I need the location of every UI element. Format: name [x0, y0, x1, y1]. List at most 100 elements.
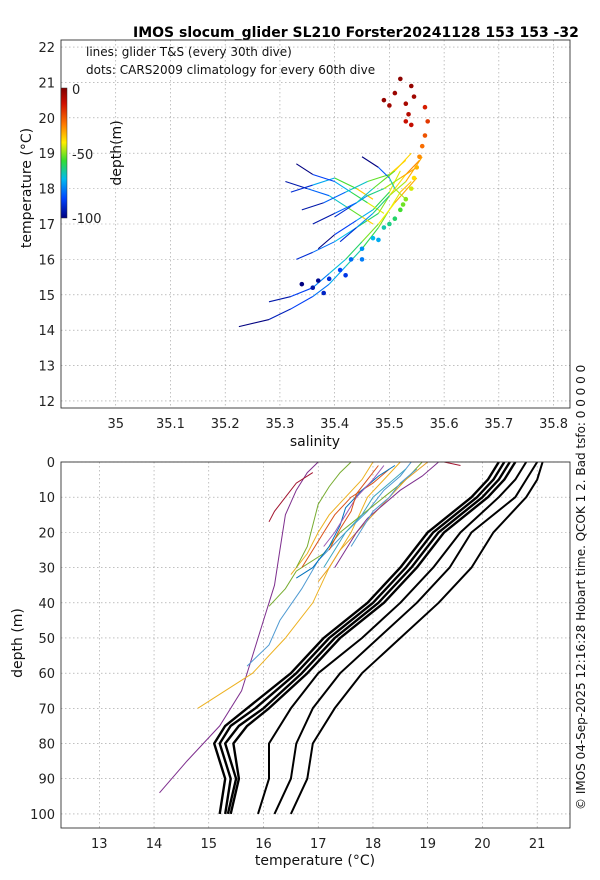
profile-glider-line: [268, 472, 314, 523]
profile-x-tick-label: 17: [310, 837, 327, 852]
ts-glider-segment: [372, 191, 390, 211]
ts-climatology-point: [376, 237, 381, 243]
ts-glider-segment: [394, 188, 407, 200]
ts-x-axis-label: salinity: [290, 434, 340, 450]
ts-climatology-point: [359, 257, 365, 262]
profile-x-tick-label: 15: [201, 837, 218, 852]
ts-glider-segment: [312, 177, 335, 186]
ts-glider-segment: [268, 308, 292, 321]
ts-climatology-point: [408, 122, 414, 128]
ts-y-tick-label: 13: [38, 360, 55, 375]
ts-glider-segment: [405, 159, 420, 175]
profile-y-tick-label: 90: [38, 773, 55, 788]
ts-climatology-point: [359, 246, 365, 252]
ts-glider-segment: [345, 248, 363, 267]
ts-glider-segment: [339, 227, 357, 243]
profile-glider-line: [295, 462, 352, 568]
profile-glider-line: [301, 468, 390, 568]
ts-climatology-point: [403, 101, 409, 106]
ts-climatology-point: [408, 186, 414, 191]
profile-climatology-line: [218, 462, 506, 815]
ts-glider-segment: [296, 163, 314, 175]
ts-glider-segment: [334, 227, 357, 243]
profile-y-tick-labels: 0 10 20 30 40 50 60 70 80 90 100: [30, 456, 55, 823]
ts-climatology-dots: [299, 76, 430, 296]
ts-climatology-point: [392, 216, 398, 221]
profile-plot-frame: [60, 461, 571, 829]
ts-climatology-point: [398, 76, 403, 82]
ts-glider-segment: [268, 296, 292, 303]
ts-x-tick-label: 35: [107, 417, 124, 432]
ts-glider-segment: [388, 177, 396, 189]
ts-glider-segment: [378, 202, 396, 225]
ts-climatology-point: [315, 278, 321, 283]
profile-y-axis-label: depth (m): [10, 608, 26, 678]
ts-glider-segment: [312, 241, 335, 253]
ts-glider-segment: [290, 296, 314, 310]
colorbar-gradient: [60, 87, 68, 219]
ts-glider-segment: [356, 188, 374, 204]
side-annotation: © IMOS 04-Sep-2025 12:16:28 Hobart time.…: [574, 365, 588, 810]
profile-x-tick-label: 14: [146, 837, 163, 852]
ts-y-tick-label: 20: [38, 112, 55, 127]
ts-glider-segment: [372, 195, 390, 214]
ts-legend-dots: dots: CARS2009 climatology for every 60t…: [86, 63, 375, 77]
ts-glider-segment: [372, 170, 396, 190]
profile-glider-line: [246, 462, 412, 667]
ts-climatology-point: [408, 83, 414, 89]
ts-glider-segment: [356, 188, 374, 200]
ts-glider-segment: [394, 152, 412, 172]
ts-glider-segment: [312, 173, 335, 183]
ts-x-tick-label: 35.1: [156, 417, 185, 432]
colorbar-tick-0: 0: [72, 83, 80, 98]
ts-climatology-point: [326, 276, 332, 282]
profile-climatology-line: [224, 462, 511, 815]
ts-climatology-point: [403, 196, 409, 202]
colorbar-tick-minus-100: -100: [72, 212, 102, 227]
ts-climatology-point: [381, 225, 387, 230]
ts-climatology-point: [310, 285, 316, 290]
ts-glider-segment: [334, 177, 357, 190]
profile-y-tick-label: 100: [30, 808, 55, 823]
ts-y-axis-label: temperature (°C): [19, 128, 35, 248]
profile-glider-lines: [159, 462, 461, 794]
profile-glider-line: [323, 468, 407, 568]
profile-climatology-line: [289, 462, 544, 815]
profile-climatology-line: [257, 462, 528, 815]
colorbar-label: depth(m): [109, 120, 125, 185]
profile-y-tick-label: 0: [47, 456, 55, 471]
ts-climatology-point: [337, 267, 343, 273]
ts-glider-segment: [405, 156, 423, 182]
ts-glider-segment: [361, 156, 379, 168]
ts-glider-segment: [367, 173, 390, 183]
ts-climatology-point: [387, 221, 392, 227]
ts-gridlines: [61, 40, 570, 408]
ts-y-tick-label: 12: [38, 395, 55, 410]
ts-glider-segment: [323, 191, 346, 204]
ts-glider-segment: [334, 205, 352, 218]
profile-x-tick-label: 13: [91, 837, 108, 852]
colorbar-tick-minus-50: -50: [72, 148, 93, 163]
ts-climatology-point: [422, 133, 428, 138]
ts-glider-segment: [307, 188, 330, 197]
ts-legend-lines: lines: glider T&S (every 30th dive): [86, 45, 292, 59]
ts-y-tick-labels: 12 13 14 15 16 17 18 19 20 21 22: [38, 41, 55, 410]
ts-x-tick-labels: 35 35.1 35.2 35.3 35.4 35.5 35.6 35.7 35.8: [107, 417, 568, 432]
ts-glider-segment: [328, 195, 346, 207]
ts-glider-segment: [290, 287, 313, 298]
ts-x-tick-label: 35.3: [265, 417, 294, 432]
ts-glider-segment: [389, 181, 407, 197]
profile-glider-line: [350, 468, 418, 547]
ts-glider-segment: [356, 212, 374, 228]
ts-y-tick-label: 21: [38, 76, 55, 91]
profile-glider-line: [323, 465, 385, 547]
ts-climatology-point: [403, 119, 409, 124]
profile-glider-line: [290, 462, 374, 575]
ts-glider-segment: [399, 181, 412, 193]
ts-y-tick-label: 19: [38, 147, 55, 162]
ts-climatology-point: [406, 112, 411, 117]
ts-x-tick-label: 35.7: [484, 417, 513, 432]
ts-glider-segment: [388, 174, 407, 197]
ts-climatology-point: [321, 290, 327, 296]
profile-glider-line: [328, 465, 379, 551]
